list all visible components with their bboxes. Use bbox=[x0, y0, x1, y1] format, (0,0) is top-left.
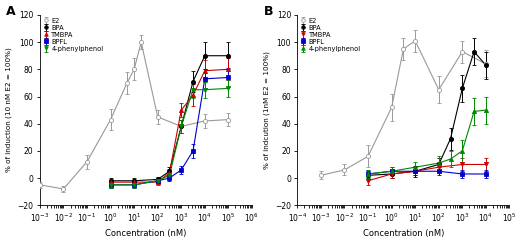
Legend: E2, BPA, TMBPA, BPFL, 4-phenylphenol: E2, BPA, TMBPA, BPFL, 4-phenylphenol bbox=[42, 17, 104, 52]
X-axis label: Concentration (nM): Concentration (nM) bbox=[105, 229, 186, 238]
X-axis label: Concentration (nM): Concentration (nM) bbox=[363, 229, 444, 238]
Legend: E2, BPA, TMBPA, BPFL, 4-phenylphenol: E2, BPA, TMBPA, BPFL, 4-phenylphenol bbox=[299, 17, 362, 52]
Text: B: B bbox=[264, 5, 273, 19]
Text: A: A bbox=[6, 5, 15, 19]
Y-axis label: % of induction (10 nM E2 = 100%): % of induction (10 nM E2 = 100%) bbox=[6, 48, 12, 173]
Y-axis label: % of indcution (1nM E2 = 100%): % of indcution (1nM E2 = 100%) bbox=[263, 51, 269, 169]
